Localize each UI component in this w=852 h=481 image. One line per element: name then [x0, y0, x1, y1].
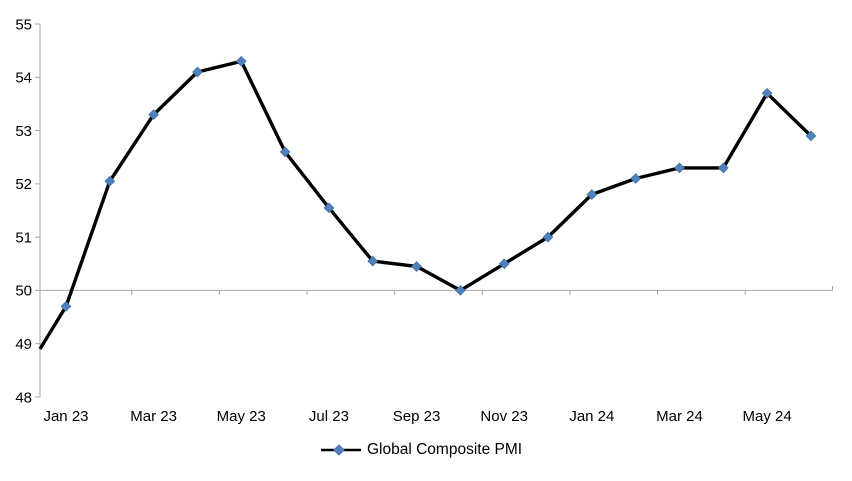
- y-axis-label: 55: [15, 16, 32, 33]
- data-point-marker: [235, 55, 247, 67]
- pmi-series-line: [38, 59, 813, 350]
- data-point-marker: [805, 130, 817, 142]
- data-point-marker: [761, 87, 773, 99]
- y-axis-label: 54: [15, 70, 32, 87]
- y-axis-label: 49: [15, 336, 32, 353]
- data-point-marker: [60, 301, 72, 312]
- data-point-marker: [586, 189, 598, 200]
- legend: Global Composite PMI: [321, 441, 522, 459]
- data-point-marker: [279, 146, 291, 158]
- data-point-marker: [411, 261, 422, 272]
- x-axis-label: Jan 23: [43, 408, 88, 425]
- x-axis-label: May 23: [217, 408, 266, 425]
- data-point-marker: [630, 173, 642, 184]
- data-point-marker: [674, 162, 685, 174]
- x-axis-label: Sep 23: [393, 408, 441, 425]
- data-point-marker: [717, 162, 729, 174]
- data-point-marker: [104, 175, 116, 187]
- y-axis-label: 51: [15, 229, 32, 246]
- x-axis-label: Mar 24: [656, 408, 703, 425]
- y-axis-label: 53: [15, 123, 32, 140]
- y-axis-label: 48: [15, 389, 32, 406]
- y-axis-label: 52: [15, 176, 32, 193]
- x-axis-label: Jan 24: [569, 408, 614, 425]
- data-point-marker: [323, 202, 335, 214]
- data-point-marker: [542, 231, 554, 243]
- data-point-marker: [455, 285, 466, 296]
- y-axis-label: 50: [15, 283, 32, 300]
- data-point-marker: [148, 109, 160, 120]
- legend-line-marker-icon: [321, 444, 361, 456]
- x-axis-label: Jul 23: [309, 408, 349, 425]
- x-axis-label: Nov 23: [480, 408, 528, 425]
- x-axis-label: May 24: [743, 408, 792, 425]
- data-point-marker: [192, 66, 203, 78]
- legend-label: Global Composite PMI: [367, 441, 523, 458]
- x-axis-label: Mar 23: [130, 408, 177, 425]
- data-point-marker: [498, 258, 510, 270]
- data-point-marker: [367, 255, 379, 267]
